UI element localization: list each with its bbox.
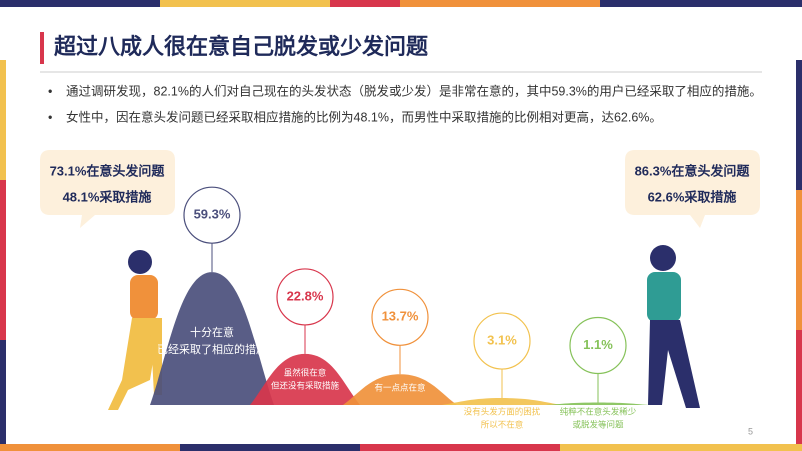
mountain: [250, 353, 360, 405]
title-marker: [40, 32, 44, 64]
callout-text: 62.6%采取措施: [648, 189, 737, 204]
category-label: 有一点点在意: [374, 382, 425, 392]
value-label: 1.1%: [583, 337, 613, 352]
category-label: 没有头发方面的困扰: [464, 406, 541, 416]
callout-text: 48.1%采取措施: [63, 189, 152, 204]
value-circle: [569, 316, 627, 375]
value-circle: [371, 288, 429, 346]
callout-text: 73.1%在意头发问题: [50, 163, 166, 178]
value-circle: [473, 312, 531, 370]
title: 超过八成人很在意自己脱发或少发问题: [54, 34, 429, 59]
mountain: [546, 402, 650, 405]
value-circle: [276, 268, 334, 326]
callout-text: 86.3%在意头发问题: [635, 163, 751, 178]
value-label: 3.1%: [487, 332, 517, 347]
bullet-dot: •: [48, 110, 52, 124]
page-number: 5: [748, 426, 753, 436]
side-bands: [0, 60, 802, 451]
callout-left: 73.1%在意头发问题 48.1%采取措施: [40, 150, 175, 228]
value-label: 59.3%: [194, 207, 231, 222]
category-label: 或脱发等问题: [572, 419, 624, 429]
bullet: 女性中，因在意头发问题已经采取相应措施的比例为48.1%，而男性中采取措施的比例…: [66, 109, 662, 124]
value-label: 13.7%: [382, 309, 419, 324]
bullet-dot: •: [48, 84, 52, 98]
category-label: 虽然很在意: [284, 367, 327, 377]
value-label: 22.8%: [287, 288, 324, 303]
woman-illustration: [108, 250, 162, 410]
category-label: 但还没有采取措施: [271, 380, 340, 390]
category-label: 十分在意: [190, 325, 234, 339]
mountain: [343, 374, 457, 405]
category-label: 已经采取了相应的措施: [157, 342, 267, 356]
man-illustration: [647, 245, 700, 408]
callout-right: 86.3%在意头发问题 62.6%采取措施: [625, 150, 760, 228]
bottom-band: [0, 444, 802, 451]
value-circle: [183, 186, 241, 244]
mountain: [150, 272, 274, 405]
top-band: [0, 0, 802, 7]
category-label: 所以不在意: [481, 419, 524, 429]
mountain: [442, 398, 562, 405]
bullet: 通过调研发现，82.1%的人们对自己现在的头发状态（脱发或少发）是非常在意的，其…: [66, 83, 762, 98]
category-label: 纯粹不在意头发稀少: [560, 406, 637, 416]
